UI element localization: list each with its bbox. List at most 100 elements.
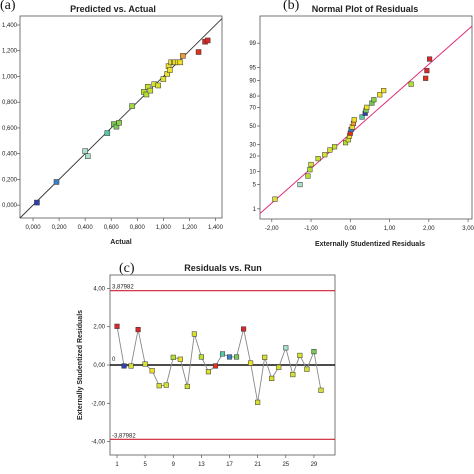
chart-b-xlabel: Externally Studentized Residuals — [315, 241, 425, 248]
chart-a-point — [53, 179, 60, 185]
chart-c-point — [128, 363, 134, 369]
chart-b-point — [332, 144, 338, 150]
chart-c-point — [149, 368, 155, 374]
chart-b-point — [272, 196, 278, 202]
chart-c-ytick-label: -4,00 — [91, 440, 105, 446]
chart-c-xtick-label: 25 — [282, 462, 289, 468]
chart-a-point — [116, 120, 122, 126]
chart-c-point — [121, 363, 127, 369]
chart-b-point — [377, 92, 383, 98]
chart-b-ytick-label: 20 — [249, 154, 256, 160]
chart-c-point — [212, 363, 219, 369]
chart-a-ytick-label: 0,000 — [2, 203, 18, 209]
chart-b-ytick-label: 50 — [249, 124, 256, 130]
panel-label-a: (a) — [0, 0, 16, 13]
chart-c-point — [170, 354, 176, 360]
chart-c-xtick-label: 21 — [254, 462, 261, 468]
chart-c-point — [156, 383, 162, 389]
chart-b-ytick-label: 10 — [249, 170, 256, 176]
chart-c-limit-label: -3,87982 — [112, 433, 136, 439]
chart-c-point — [304, 366, 310, 372]
chart-c-point — [177, 356, 183, 362]
chart-a-point — [82, 148, 88, 154]
chart-c-point — [198, 354, 204, 360]
chart-b-title: Normal Plot of Residuals — [312, 4, 419, 14]
chart-c-xtick-label: 9 — [172, 462, 176, 468]
chart-c-ytick-label: 2,00 — [93, 325, 105, 331]
chart-a-xlabel: Actual — [110, 239, 131, 246]
chart-b-point — [381, 88, 387, 94]
chart-c-point — [205, 369, 211, 375]
chart-b-point — [424, 68, 430, 74]
chart-a-point — [104, 130, 111, 136]
chart-a-xtick-label: 0,800 — [130, 225, 146, 231]
chart-a-ytick-label: 0,800 — [2, 100, 18, 106]
chart-b-ytick-label: 70 — [249, 105, 256, 111]
chart-c-point — [219, 351, 226, 357]
residuals-vs-run-chart: Residuals vs. Run Externally Studentized… — [77, 263, 336, 468]
chart-b-ytick-label: 90 — [249, 78, 256, 84]
chart-b-xtick-label: -2,00 — [265, 226, 279, 232]
chart-c-xtick-label: 17 — [226, 462, 233, 468]
chart-b-reference-line — [259, 25, 473, 214]
chart-c-point — [318, 387, 324, 393]
chart-a-point — [167, 67, 173, 73]
chart-a-ytick-label: 1,000 — [2, 74, 18, 80]
chart-c-point — [226, 354, 233, 360]
chart-c-point — [255, 399, 261, 405]
chart-c-point — [142, 361, 148, 367]
chart-a-xtick-label: 0,000 — [26, 225, 42, 231]
chart-c-title: Residuals vs. Run — [184, 263, 262, 273]
chart-a-point — [129, 103, 135, 109]
chart-b-point — [343, 140, 349, 146]
chart-b-xtick-label: 3,00 — [462, 226, 474, 232]
chart-c-point — [311, 349, 317, 355]
chart-b-xtick-label: 0,00 — [344, 226, 356, 232]
chart-c-ytick-label: -2,00 — [91, 401, 105, 407]
chart-c-point — [135, 327, 141, 333]
chart-b-point — [359, 114, 365, 120]
chart-c-point — [262, 354, 268, 360]
chart-b-point — [322, 152, 328, 158]
chart-c-point — [191, 331, 197, 337]
chart-a-ytick-label: 1,200 — [2, 49, 18, 55]
chart-b-ytick-label: 99 — [249, 41, 256, 47]
chart-b-ytick-label: 95 — [249, 65, 256, 71]
chart-b-ytick-label: 5 — [253, 183, 257, 189]
chart-a-xtick-label: 1,000 — [156, 225, 172, 231]
chart-a-xtick-label: 0,400 — [78, 225, 94, 231]
chart-c-point — [297, 352, 303, 358]
chart-b-point — [423, 75, 429, 81]
chart-a-point — [85, 153, 91, 159]
chart-c-ytick-label: 0,00 — [93, 363, 105, 369]
chart-a-xtick-label: 1,400 — [208, 225, 224, 231]
chart-c-point — [114, 323, 120, 329]
chart-c-limit-label: 3,87982 — [112, 285, 134, 291]
chart-a-ytick-label: 0,600 — [2, 126, 18, 132]
chart-b-point — [307, 167, 313, 173]
panel-label-c: (c) — [119, 261, 135, 276]
chart-c-point — [269, 375, 275, 381]
chart-a-point — [160, 76, 167, 82]
chart-b-xtick-label: -1,00 — [304, 226, 318, 232]
predicted-vs-actual-chart: Predicted vs. Actual 0,000 0,200 0,400 0,60… — [2, 4, 224, 246]
chart-b-ytick-label: 80 — [249, 94, 256, 100]
chart-c-xtick-label: 13 — [198, 462, 205, 468]
chart-c-point — [276, 364, 282, 370]
chart-a-reference-line — [19, 18, 223, 219]
chart-a-ytick-label: 0,200 — [2, 177, 18, 183]
chart-c-ylabel: Externally Studentized Residuals — [77, 310, 84, 420]
chart-b-xtick-label: 1,00 — [384, 226, 396, 232]
chart-a-point — [155, 82, 161, 89]
chart-b-point — [297, 182, 303, 188]
chart-b-point — [371, 97, 377, 103]
chart-b-point — [364, 104, 370, 110]
chart-a-xtick-label: 0,600 — [104, 225, 120, 231]
chart-c-point — [248, 360, 254, 366]
chart-b-point — [315, 156, 321, 162]
chart-b-point — [351, 117, 357, 123]
chart-c-point — [184, 383, 190, 389]
chart-a-point — [195, 49, 202, 55]
chart-c-point — [234, 354, 240, 360]
chart-b-point — [327, 147, 333, 153]
